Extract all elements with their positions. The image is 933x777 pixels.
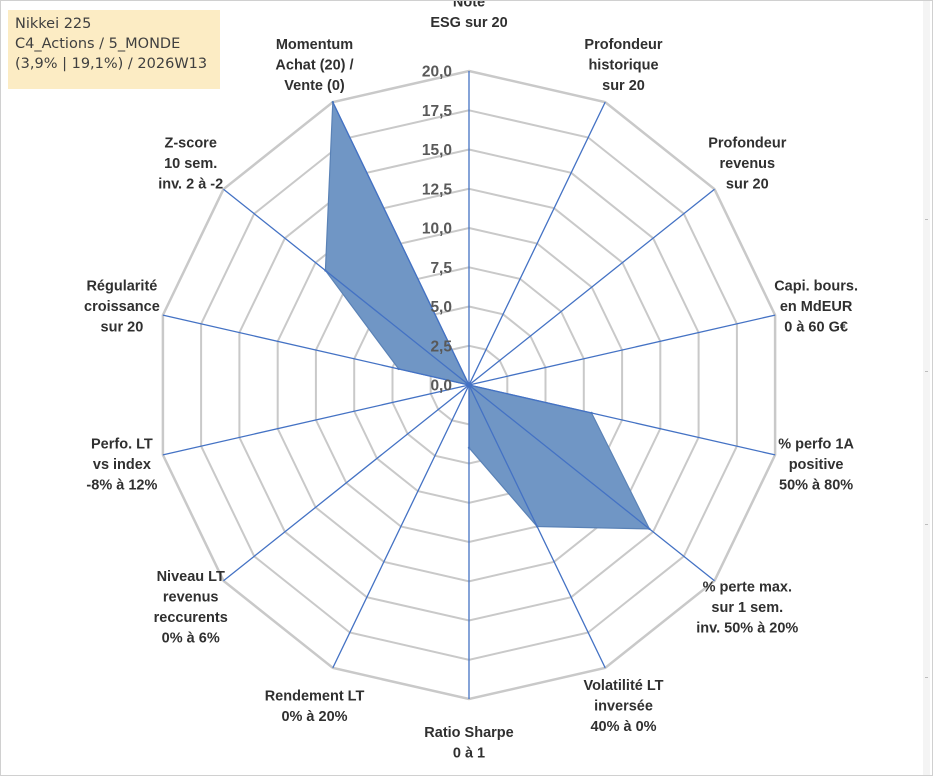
scroll-tick xyxy=(925,371,928,372)
category-label-line: sur 20 xyxy=(101,319,144,335)
category-label-line: 10 sem. xyxy=(164,156,217,172)
axis-spoke xyxy=(468,384,776,456)
category-label-line: Rendement LT xyxy=(265,689,365,705)
axis-spoke xyxy=(468,384,715,582)
axis-spoke xyxy=(162,384,470,456)
category-label-line: sur 20 xyxy=(602,78,645,94)
tick-label: 10,0 xyxy=(422,221,452,238)
category-label-line: Momentum xyxy=(276,37,353,53)
scroll-tick xyxy=(925,219,928,220)
category-label-line: % perte max. xyxy=(703,580,792,596)
category-label: Niveau LT revenus reccurents 0% à 6% xyxy=(154,569,228,647)
category-label-line: 40% à 0% xyxy=(590,719,656,735)
category-label-line: 0% à 20% xyxy=(281,709,347,725)
info-box: Nikkei 225 C4_Actions / 5_MONDE (3,9% | … xyxy=(8,10,220,89)
category-label: % perfo 1A positive 50% à 80% xyxy=(778,437,854,494)
info-line-1: Nikkei 225 xyxy=(15,16,92,32)
axis-spoke xyxy=(468,101,606,386)
tick-label: 2,5 xyxy=(430,338,452,355)
category-label: % perte max. sur 1 sem. inv. 50% à 20% xyxy=(696,580,798,637)
category-label: Profondeur revenus sur 20 xyxy=(708,136,786,193)
category-label-line: 0 à 1 xyxy=(453,746,485,762)
category-label-line: Profondeur xyxy=(708,136,786,152)
category-label-line: Profondeur xyxy=(584,37,662,53)
category-label-line: positive xyxy=(789,457,844,473)
axis-spoke xyxy=(468,188,715,386)
category-label-line: Achat (20) / xyxy=(275,57,353,73)
category-label-line: Ratio Sharpe xyxy=(424,725,513,741)
tick-label: 17,5 xyxy=(422,103,453,120)
axis-spoke xyxy=(223,188,470,386)
category-label-line: revenus xyxy=(163,590,219,606)
category-label-line: ESG sur 20 xyxy=(430,15,507,31)
axis-spoke xyxy=(332,101,470,386)
category-label: Régularité croissance sur 20 xyxy=(84,278,160,335)
scrollbar-track[interactable] xyxy=(923,1,930,775)
category-label-line: sur 1 sem. xyxy=(711,600,783,616)
tick-label: 20,0 xyxy=(422,64,452,81)
category-label-line: Capi. bours. xyxy=(774,278,858,294)
category-label-line: Z-score xyxy=(165,136,217,152)
category-label-line: reccurents xyxy=(154,610,228,626)
category-label-line: Volatilité LT xyxy=(583,678,663,694)
scroll-tick xyxy=(925,524,928,525)
category-label: Z-score 10 sem. inv. 2 à -2 xyxy=(158,136,223,193)
category-label-line: inv. 50% à 20% xyxy=(696,621,798,637)
category-label: Perfo. LT vs index -8% à 12% xyxy=(86,437,157,494)
category-label: Note ESG sur 20 xyxy=(430,1,507,31)
category-label: Volatilité LT inversée 40% à 0% xyxy=(583,678,663,735)
scroll-tick xyxy=(925,677,928,678)
axis-spoke xyxy=(468,384,606,669)
axis-spoke xyxy=(162,314,470,386)
category-label: Momentum Achat (20) / Vente (0) xyxy=(275,37,353,94)
tick-label: 12,5 xyxy=(422,181,453,198)
category-label-line: inversée xyxy=(594,699,653,715)
category-label: Rendement LT 0% à 20% xyxy=(265,689,365,726)
category-label-line: Note xyxy=(453,1,485,11)
category-label-line: revenus xyxy=(719,156,775,172)
category-label-line: en MdEUR xyxy=(780,299,853,315)
category-label-line: 50% à 80% xyxy=(779,478,853,494)
series-area xyxy=(324,101,651,530)
category-label-line: % perfo 1A xyxy=(778,437,854,453)
category-label-line: sur 20 xyxy=(726,177,769,193)
axis-spoke xyxy=(468,314,776,386)
category-label: Ratio Sharpe 0 à 1 xyxy=(424,725,513,762)
tick-label: 0,0 xyxy=(430,378,452,395)
category-label-line: inv. 2 à -2 xyxy=(158,177,223,193)
category-label: Capi. bours. en MdEUR 0 à 60 G€ xyxy=(774,278,858,335)
category-label-line: historique xyxy=(588,57,658,73)
category-label-line: 0% à 6% xyxy=(162,631,220,647)
category-label-line: Vente (0) xyxy=(284,78,345,94)
category-label-line: vs index xyxy=(93,457,151,473)
category-label-line: croissance xyxy=(84,299,160,315)
category-label-line: 0 à 60 G€ xyxy=(784,319,848,335)
category-label: Profondeur historique sur 20 xyxy=(584,37,662,94)
info-line-3: (3,9% | 19,1%) / 2026W13 xyxy=(15,56,208,72)
tick-label: 15,0 xyxy=(422,142,452,159)
category-label-line: Niveau LT xyxy=(157,569,225,585)
category-label-line: -8% à 12% xyxy=(86,478,157,494)
axis-spoke xyxy=(223,384,470,582)
tick-label: 5,0 xyxy=(430,299,452,316)
tick-label: 7,5 xyxy=(430,260,452,277)
info-line-2: C4_Actions / 5_MONDE xyxy=(15,36,181,52)
category-label-line: Régularité xyxy=(86,278,157,294)
axis-spoke xyxy=(332,384,470,669)
category-label-line: Perfo. LT xyxy=(91,437,153,453)
